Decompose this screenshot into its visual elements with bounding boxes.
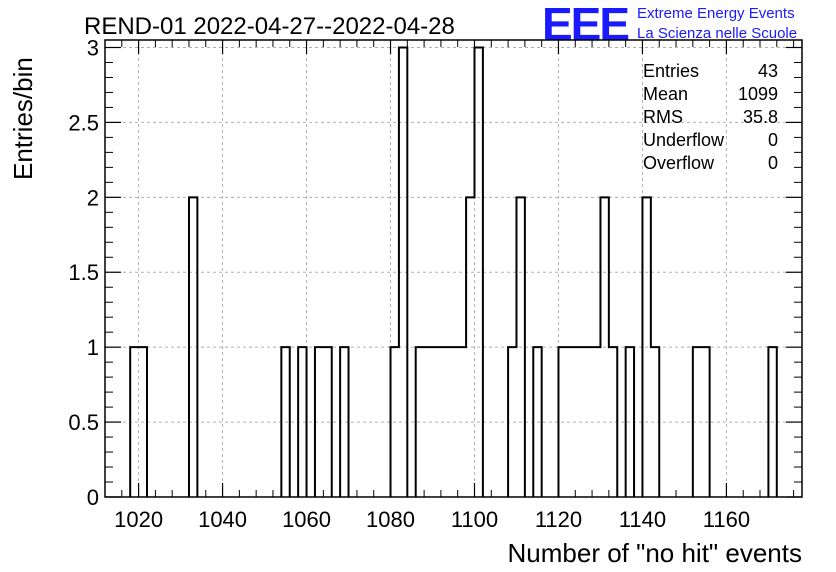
- y-axis-label: Entries/bin: [8, 57, 38, 180]
- x-tick-label: 1020: [114, 507, 163, 532]
- y-tick-label: 3: [87, 35, 99, 60]
- stats-value: 1099: [738, 84, 778, 104]
- eee-logo: EEE Extreme Energy Events La Scienza nel…: [542, 0, 797, 50]
- y-tick-label: 1: [87, 335, 99, 360]
- x-tick-label: 1040: [198, 507, 247, 532]
- chart-title: REND-01 2022-04-27--2022-04-28: [84, 13, 455, 40]
- stats-value: 43: [758, 61, 778, 81]
- stats-label: Mean: [643, 84, 688, 104]
- x-tick-label: 1120: [535, 507, 582, 532]
- stats-box: Entries 43 Mean 1099 RMS 35.8 Underflow 0 Overfl…: [643, 61, 778, 173]
- y-tick-label: 2.5: [68, 110, 99, 135]
- eee-logo-line1: Extreme Energy Events: [637, 5, 795, 22]
- axes: 1020 1040 1060 1080 1100 1120 1140 1160 0 0.5 1 1.5…: [68, 35, 802, 532]
- stats-label: RMS: [643, 107, 683, 127]
- y-tick-label: 0: [87, 485, 99, 510]
- x-tick-label: 1140: [619, 507, 666, 532]
- stats-value: 35.8: [743, 107, 778, 127]
- eee-logo-line2: La Scienza nelle Scuole: [637, 25, 797, 42]
- plot-frame: [104, 39, 803, 498]
- grid: [105, 40, 802, 497]
- y-tick-label: 1.5: [68, 260, 99, 285]
- x-tick-label: 1160: [703, 507, 750, 532]
- stats-label: Underflow: [643, 130, 725, 150]
- stats-value: 0: [768, 130, 778, 150]
- eee-logo-mark: EEE: [542, 0, 628, 50]
- histogram-outline: [129, 46, 778, 497]
- y-tick-label: 0.5: [68, 410, 99, 435]
- x-axis-label: Number of "no hit" events: [508, 538, 803, 568]
- stats-label: Entries: [643, 61, 699, 81]
- stats-value: 0: [768, 153, 778, 173]
- y-tick-label: 2: [87, 185, 99, 210]
- x-tick-label: 1080: [366, 507, 415, 532]
- x-tick-label: 1100: [451, 507, 498, 532]
- x-tick-label: 1060: [282, 507, 331, 532]
- stats-label: Overflow: [643, 153, 715, 173]
